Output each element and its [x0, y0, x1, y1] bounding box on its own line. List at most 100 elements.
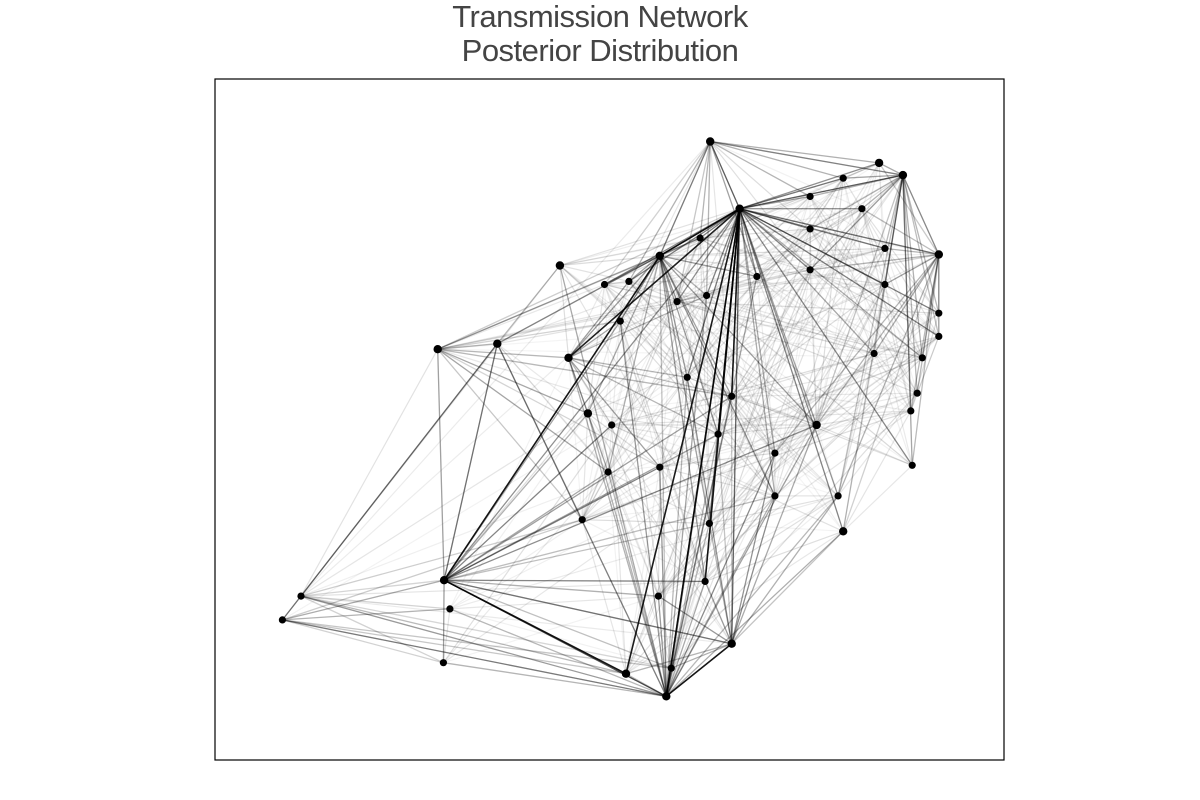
- network-node: [935, 332, 943, 340]
- network-edge: [921, 253, 940, 359]
- network-edge: [815, 424, 913, 466]
- network-edge: [738, 208, 875, 355]
- network-edge: [731, 530, 844, 645]
- network-edge: [281, 595, 302, 621]
- network-edge: [717, 174, 904, 435]
- network-edge: [731, 275, 758, 397]
- network-edge: [774, 392, 918, 454]
- network-edge: [281, 343, 498, 621]
- network-edge: [665, 208, 863, 697]
- network-edge: [581, 376, 688, 521]
- network-edge: [705, 208, 741, 297]
- network-edge: [774, 177, 844, 454]
- network-edge: [659, 255, 719, 435]
- network-edge: [709, 140, 844, 179]
- network-edge: [567, 357, 613, 426]
- network-edge: [442, 662, 667, 697]
- network-node: [621, 669, 631, 678]
- network-edge: [884, 174, 904, 286]
- network-edge: [774, 208, 863, 497]
- network-edge: [437, 348, 570, 359]
- network-edge: [442, 579, 445, 664]
- network-edge: [709, 140, 904, 176]
- network-edge: [437, 283, 606, 350]
- network-edge: [611, 424, 844, 532]
- network-edge: [657, 162, 880, 597]
- network-edge: [910, 335, 940, 412]
- network-edge: [815, 335, 940, 426]
- network-edge: [437, 312, 940, 350]
- network-edge: [300, 357, 923, 597]
- network-edge: [738, 208, 758, 278]
- network-edge: [659, 466, 667, 697]
- network-edge: [686, 177, 844, 378]
- network-edge: [443, 579, 733, 645]
- network-edge: [607, 208, 741, 473]
- network-edge: [809, 228, 940, 256]
- network-edge: [619, 320, 706, 583]
- network-edge: [699, 237, 918, 394]
- network-edge: [676, 269, 811, 303]
- network-node: [564, 353, 573, 362]
- network-edge: [581, 237, 701, 521]
- network-edge: [709, 140, 741, 210]
- network-edge: [496, 208, 863, 345]
- network-edge: [659, 466, 733, 645]
- network-edge: [809, 253, 940, 271]
- network-edge: [709, 140, 880, 164]
- network-node: [771, 449, 779, 457]
- network-edge: [437, 294, 708, 350]
- network-node: [874, 158, 884, 168]
- network-edge: [809, 195, 875, 355]
- network-edge: [496, 320, 621, 345]
- network-edge: [443, 255, 661, 582]
- network-edge: [809, 247, 886, 271]
- network-edge: [567, 301, 678, 359]
- network-edge: [861, 174, 904, 210]
- network-edge: [281, 579, 445, 621]
- network-edge: [659, 255, 776, 497]
- network-node: [907, 407, 915, 415]
- network-node: [753, 272, 761, 281]
- network-edge: [686, 376, 776, 497]
- network-edge: [717, 424, 818, 435]
- network-node: [433, 345, 442, 354]
- network-edge: [443, 579, 672, 669]
- network-edge: [559, 208, 741, 267]
- network-edge: [709, 140, 844, 179]
- network-edge: [676, 301, 719, 435]
- network-edge: [708, 357, 923, 525]
- network-edge: [281, 343, 498, 621]
- network-edge: [559, 264, 621, 322]
- network-edge: [731, 283, 886, 397]
- network-edge: [300, 595, 672, 669]
- network-node: [934, 250, 943, 259]
- network-edge: [587, 195, 811, 414]
- network-node: [913, 389, 921, 397]
- network-edge: [873, 335, 940, 355]
- network-edge: [699, 237, 711, 525]
- network-edge: [443, 579, 733, 645]
- network-edge: [842, 283, 886, 532]
- network-edge: [300, 343, 498, 597]
- network-edge: [611, 424, 776, 497]
- network-edge: [809, 195, 918, 394]
- network-edge: [300, 595, 627, 675]
- network-edge: [603, 283, 688, 378]
- network-edge: [300, 519, 583, 597]
- network-edge: [686, 376, 818, 426]
- network-edge: [717, 395, 733, 435]
- network-edge: [607, 255, 661, 473]
- network-edge: [738, 208, 811, 230]
- network-edge: [659, 301, 678, 468]
- network-edge: [281, 619, 667, 697]
- network-edge: [738, 208, 940, 314]
- network-edge: [300, 412, 589, 597]
- network-edge: [704, 207, 741, 583]
- network-edge: [861, 208, 918, 394]
- network-edge: [437, 255, 661, 350]
- network-edge: [708, 352, 875, 525]
- network-edge: [603, 283, 678, 303]
- network-edge: [902, 174, 912, 412]
- network-edge: [611, 424, 627, 675]
